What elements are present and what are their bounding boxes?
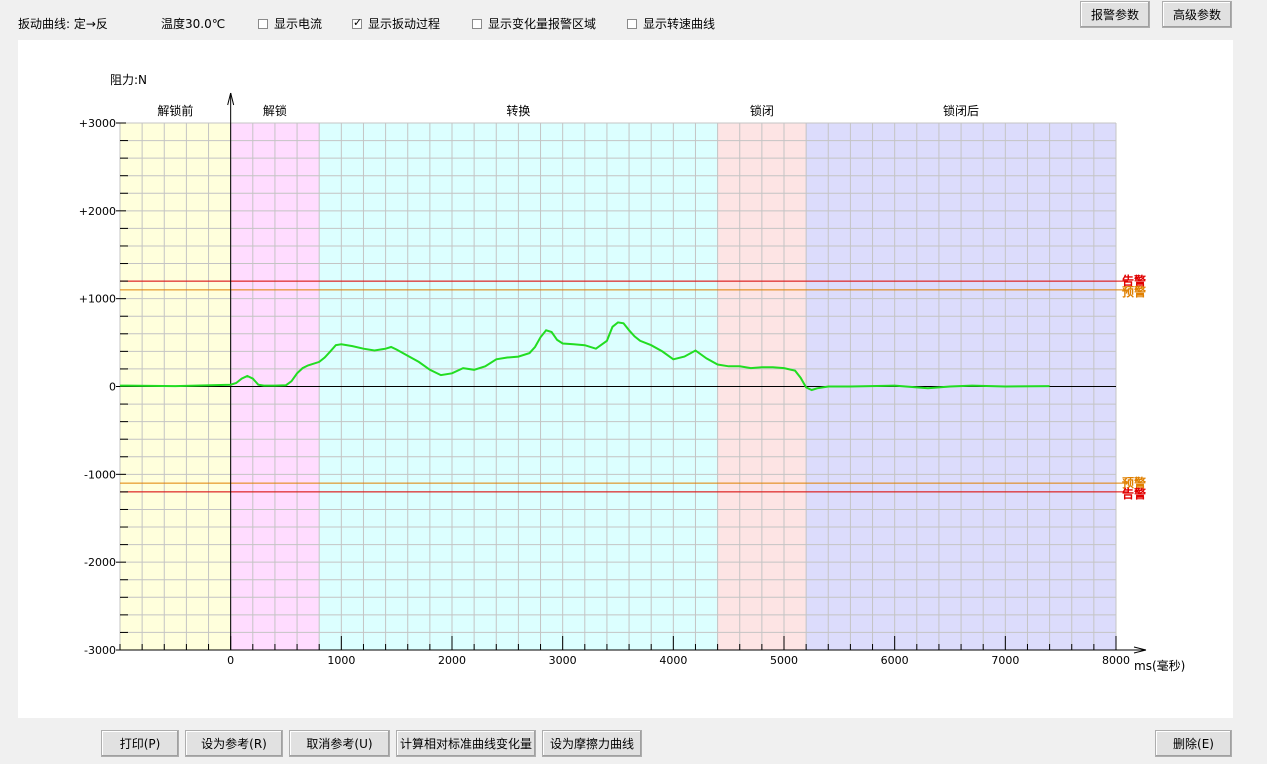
x-tick-label: 6000 xyxy=(881,654,909,667)
y-axis-title: 阻力:N xyxy=(110,73,147,87)
checkbox-label: 显示转速曲线 xyxy=(643,17,716,31)
threshold-label: 预警 xyxy=(1122,475,1146,490)
threshold-label: 告警 xyxy=(1122,486,1146,501)
force-curve-line xyxy=(119,321,1050,392)
checkbox-icon xyxy=(472,18,482,29)
checkbox-label: 显示电流 xyxy=(274,17,323,31)
y-tick-label: -3000 xyxy=(84,644,116,657)
phase-label: 解锁 xyxy=(263,103,287,118)
threshold-label: 告警 xyxy=(1122,273,1146,288)
y-tick-label: 0 xyxy=(109,381,116,394)
x-tick-label: 5000 xyxy=(770,654,798,667)
delete-button[interactable]: 删除(E) xyxy=(1155,730,1232,757)
cancel-reference-button[interactable]: 取消参考(U) xyxy=(289,730,390,757)
print-button[interactable]: 打印(P) xyxy=(101,730,179,757)
phase-label: 解锁前 xyxy=(157,103,193,118)
x-axis-arrow-icon xyxy=(1133,646,1147,654)
checkbox-checked-icon xyxy=(352,16,362,29)
set-friction-curve-button[interactable]: 设为摩擦力曲线 xyxy=(542,730,642,757)
y-tick-label: +2000 xyxy=(79,205,116,218)
x-tick-label: 1000 xyxy=(327,654,355,667)
checkbox-icon xyxy=(258,18,268,29)
set-reference-button[interactable]: 设为参考(R) xyxy=(185,730,283,757)
x-tick-label: 7000 xyxy=(991,654,1019,667)
show-switching-process-checkbox[interactable]: 显示扳动过程 xyxy=(352,15,440,32)
threshold-label: 预警 xyxy=(1122,284,1146,299)
temperature-label: 温度30.0℃ xyxy=(161,17,226,31)
y-tick-label: -2000 xyxy=(84,556,116,569)
x-tick-label: 4000 xyxy=(659,654,687,667)
resistance-chart: 解锁前 解锁 转换 锁闭 锁闭后告警预警预警告警+3000+2000+10000-100… xyxy=(79,73,1186,673)
compute-change-button[interactable]: 计算相对标准曲线变化量 xyxy=(396,730,536,757)
checkbox-icon xyxy=(627,18,637,29)
x-axis-title: ms(毫秒) xyxy=(1134,658,1185,673)
y-axis-arrow-icon xyxy=(227,92,235,106)
x-tick-label: 2000 xyxy=(438,654,466,667)
chart-panel: 解锁前 解锁 转换 锁闭 锁闭后 告警 预警 预警 告警 +3000 +2000 +1000 0 -100… xyxy=(18,40,1233,718)
x-tick-label: 0 xyxy=(227,654,234,667)
phase-label: 锁闭后 xyxy=(943,103,979,118)
curve-direction-label: 扳动曲线: 定→反 xyxy=(18,17,108,31)
alarm-params-button[interactable]: 报警参数 xyxy=(1080,1,1150,28)
y-tick-label: +1000 xyxy=(79,293,116,306)
phase-label: 转换 xyxy=(506,103,530,118)
checkbox-label: 显示变化量报警区域 xyxy=(488,17,597,31)
phase-label: 锁闭 xyxy=(750,103,774,118)
show-speed-curve-checkbox[interactable]: 显示转速曲线 xyxy=(627,15,715,32)
advanced-params-button[interactable]: 高级参数 xyxy=(1162,1,1232,28)
checkbox-label: 显示扳动过程 xyxy=(368,17,441,31)
x-tick-label: 3000 xyxy=(549,654,577,667)
y-tick-label: -1000 xyxy=(84,468,116,481)
show-current-checkbox[interactable]: 显示电流 xyxy=(258,15,322,32)
show-change-alarm-area-checkbox[interactable]: 显示变化量报警区域 xyxy=(472,15,596,32)
y-tick-label: +3000 xyxy=(79,117,116,130)
x-tick-label: 8000 xyxy=(1102,654,1130,667)
